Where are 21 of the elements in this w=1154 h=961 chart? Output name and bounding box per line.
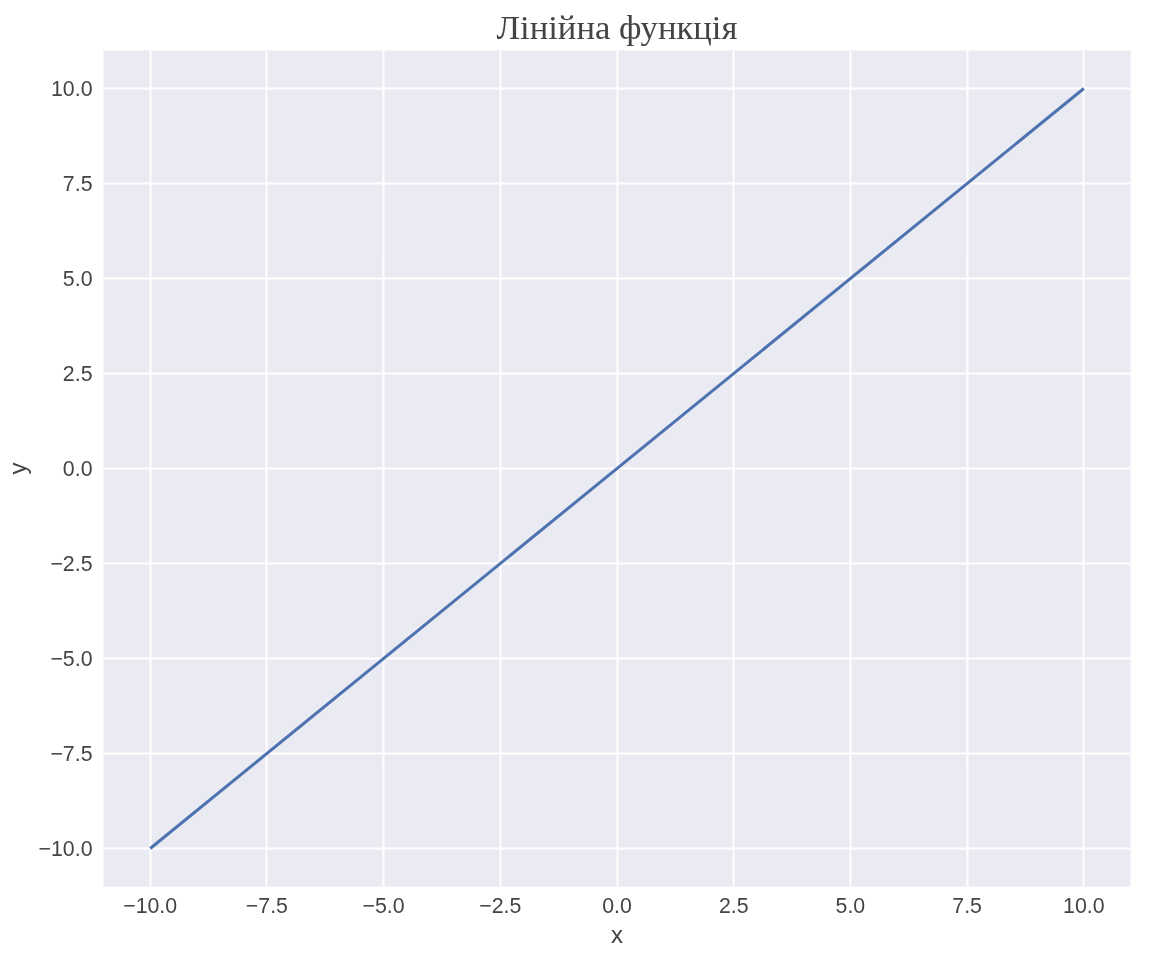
y-tick-label: −2.5	[50, 552, 93, 576]
y-tick-label: 2.5	[62, 362, 93, 386]
y-tick-label: −5.0	[50, 647, 93, 671]
x-tick-label: 7.5	[952, 893, 982, 918]
chart-title: Лінійна функція	[496, 7, 738, 46]
y-tick-label: −10.0	[38, 837, 93, 861]
y-tick-label: 7.5	[62, 172, 93, 196]
x-tick-label: 2.5	[718, 893, 749, 918]
x-tick-label: −2.5	[479, 893, 522, 918]
x-tick-label: −5.0	[362, 893, 405, 918]
x-axis-title: x	[611, 920, 623, 948]
x-tick-label: 0.0	[602, 893, 632, 918]
y-tick-label: 5.0	[62, 267, 93, 291]
x-tick-label: 10.0	[1063, 893, 1105, 918]
y-tick-label: 10.0	[50, 77, 93, 101]
x-tick-label: −7.5	[245, 893, 288, 918]
y-axis-title: y	[3, 462, 31, 475]
y-tick-label: 0.0	[62, 457, 93, 481]
x-tick-label: −10.0	[123, 893, 178, 918]
y-tick-label: −7.5	[50, 742, 93, 766]
x-tick-label: 5.0	[835, 893, 866, 918]
